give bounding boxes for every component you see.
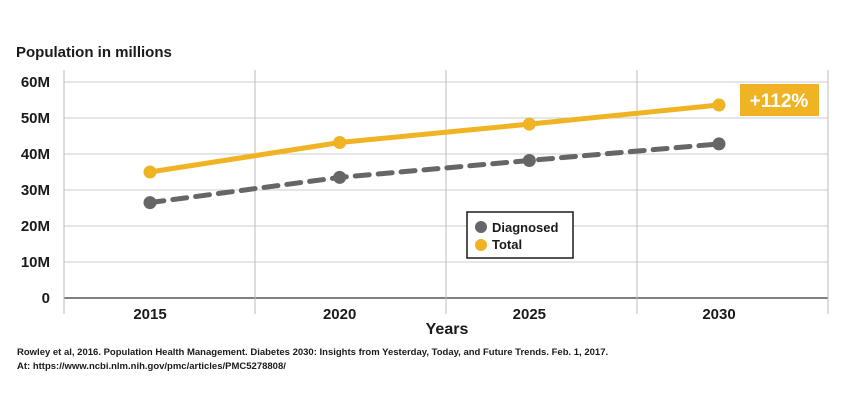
source-line-1: Rowley et al, 2016. Population Health Ma… <box>17 347 609 358</box>
data-point-diagnosed <box>522 153 536 167</box>
data-point-total <box>333 135 347 149</box>
legend-marker-diagnosed <box>475 221 487 233</box>
line-chart: Population in millions 0 10M 20M 30M 40M 50M 6… <box>16 44 829 338</box>
legend-label-total: Total <box>492 237 522 252</box>
growth-badge: +112% <box>740 84 819 116</box>
data-point-diagnosed <box>143 196 157 210</box>
data-point-diagnosed <box>333 170 347 184</box>
data-point-total <box>522 117 536 131</box>
data-point-diagnosed <box>712 137 726 151</box>
y-tick-label: 10M <box>21 254 50 271</box>
x-tick-label: 2020 <box>323 306 356 323</box>
y-tick-label: 0 <box>42 290 50 307</box>
x-tick-label: 2015 <box>133 306 166 323</box>
growth-badge-text: +112% <box>750 91 809 112</box>
y-tick-label: 60M <box>21 74 50 91</box>
growth-badge-background <box>740 84 819 116</box>
legend: Diagnosed Total <box>466 211 574 259</box>
y-tick-label: 40M <box>21 146 50 163</box>
y-tick-label: 30M <box>21 182 50 199</box>
source-citation: Rowley et al, 2016. Population Health Ma… <box>17 346 837 374</box>
y-axis-title: Population in millions <box>16 44 172 61</box>
legend-marker-total <box>475 239 487 251</box>
x-tick-labels: 2015 2020 2025 2030 <box>133 306 735 323</box>
x-tick-label: 2030 <box>702 306 735 323</box>
series-lines <box>143 98 726 210</box>
data-point-total <box>143 165 157 179</box>
data-point-total <box>712 98 726 112</box>
legend-box <box>466 211 574 259</box>
y-tick-labels: 0 10M 20M 30M 40M 50M 60M <box>21 74 50 307</box>
series-line-diagnosed <box>147 141 722 206</box>
y-tick-label: 50M <box>21 110 50 127</box>
source-line-2: At: https://www.ncbi.nlm.nih.gov/pmc/art… <box>17 361 286 372</box>
series-line-total <box>147 102 722 175</box>
grid <box>63 70 829 314</box>
x-tick-label: 2025 <box>513 306 546 323</box>
y-tick-label: 20M <box>21 218 50 235</box>
legend-label-diagnosed: Diagnosed <box>492 220 559 235</box>
x-axis-title: Years <box>426 321 469 338</box>
